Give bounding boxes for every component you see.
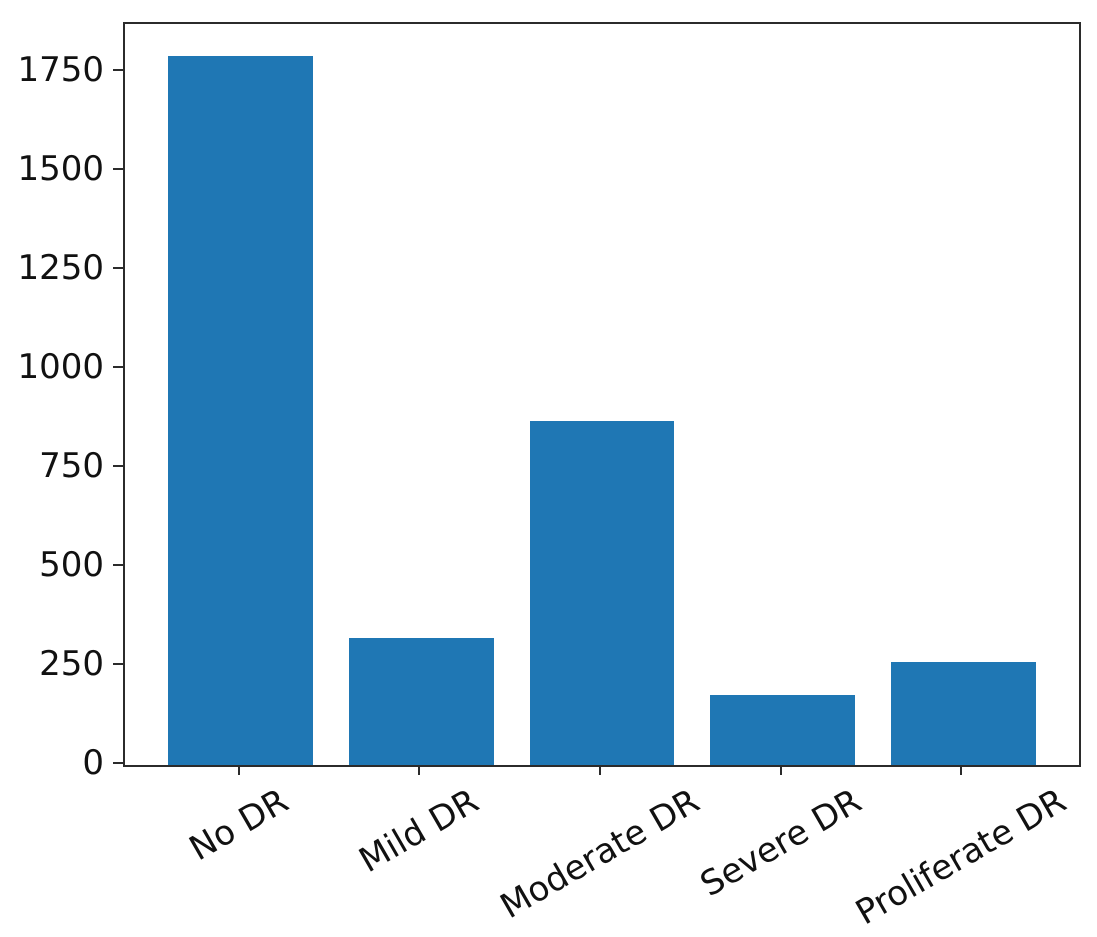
x-tick-mark xyxy=(960,765,963,775)
x-tick-label-severe-dr: Severe DR xyxy=(693,780,868,905)
y-tick-label: 250 xyxy=(39,644,104,685)
x-tick-mark xyxy=(237,765,240,775)
y-tick-label: 1250 xyxy=(17,248,104,289)
y-tick-mark xyxy=(113,564,123,567)
x-tick-label-mild-dr: Mild DR xyxy=(352,780,486,881)
x-tick-label-no-dr: No DR xyxy=(182,780,295,869)
bar-proliferate-dr xyxy=(891,662,1036,765)
y-tick-mark xyxy=(113,663,123,666)
bar-moderate-dr xyxy=(529,420,675,765)
y-tick-label: 1500 xyxy=(17,149,104,190)
bar-no-dr xyxy=(168,56,313,765)
y-tick-mark xyxy=(113,366,123,369)
y-tick-mark xyxy=(113,762,123,764)
bar-mild-dr xyxy=(349,638,494,765)
plot-area xyxy=(123,22,1081,767)
y-tick-mark xyxy=(113,69,123,72)
y-tick-mark xyxy=(113,267,123,270)
x-tick-mark xyxy=(779,765,782,775)
bar-severe-dr xyxy=(710,694,855,765)
y-tick-label: 0 xyxy=(82,743,104,783)
x-tick-mark xyxy=(418,765,421,775)
x-tick-mark xyxy=(599,765,601,775)
y-tick-mark xyxy=(113,168,123,171)
x-tick-label-moderate-dr: Moderate DR xyxy=(493,780,707,927)
y-tick-mark xyxy=(113,465,123,468)
y-tick-label: 750 xyxy=(39,446,104,487)
y-tick-label: 500 xyxy=(39,545,104,586)
x-tick-label-proliferate-dr: Proliferate DR xyxy=(849,780,1074,934)
y-tick-label: 1750 xyxy=(17,50,104,91)
y-tick-label: 1000 xyxy=(17,347,104,388)
